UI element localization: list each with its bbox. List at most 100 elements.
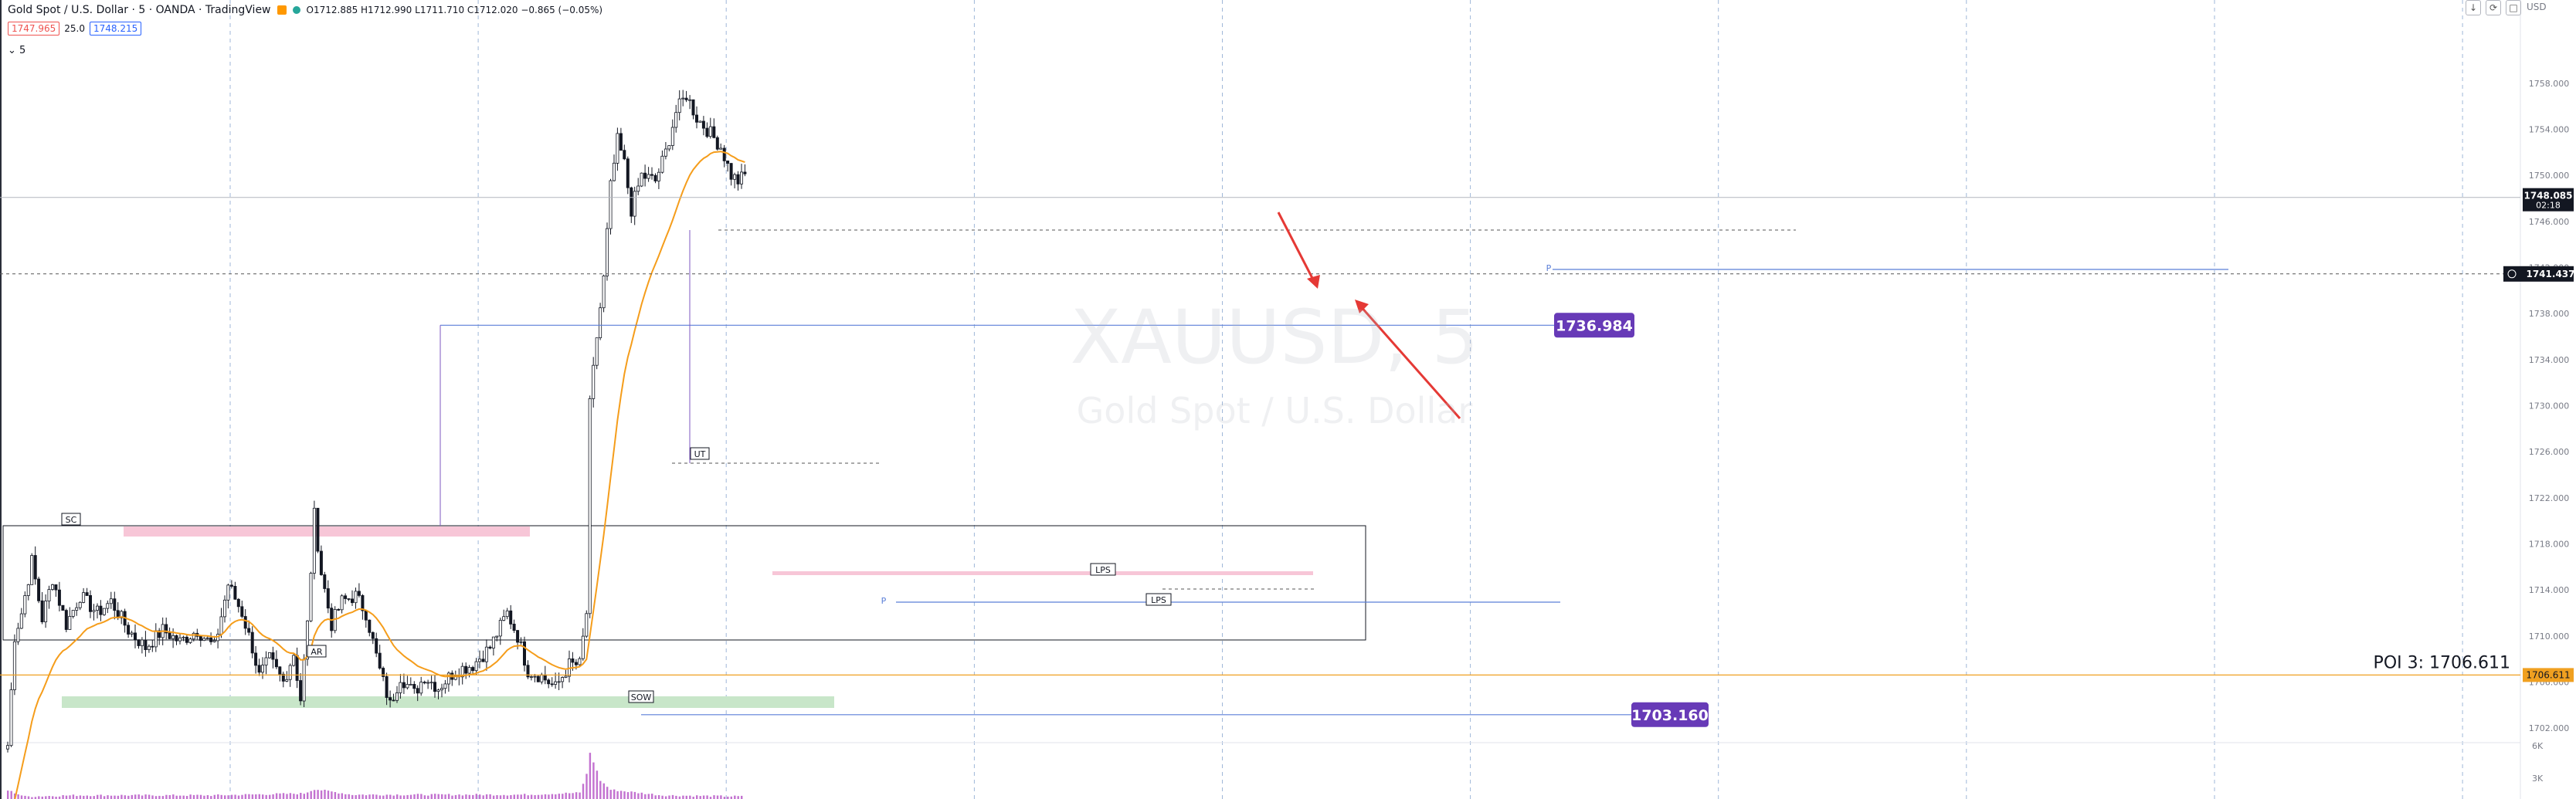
candle-body [267,652,271,658]
volume-bar [458,794,460,799]
candle-body [712,126,716,138]
volume-bar [461,795,464,799]
arrow-down-icon[interactable]: ↓ [2466,0,2481,15]
candle-body [12,641,16,690]
volume-bar [199,794,202,799]
candle-body [743,171,747,174]
candle [316,507,320,554]
candle [423,680,426,685]
volume-bar [606,787,609,799]
candle [340,594,344,614]
volume-bar [537,794,540,799]
maximize-icon[interactable]: □ [2506,0,2521,15]
candle [650,167,654,180]
volume-bar [262,794,264,799]
candle [64,608,68,632]
candle-body [561,677,565,682]
volume-bar [385,794,388,799]
volume-bar [185,796,188,799]
grid-lines [0,0,2521,799]
candle-body [382,668,385,677]
candle-body [347,598,351,600]
volume-bar [682,795,684,799]
last-price-bg [2523,188,2574,212]
candle-body [395,692,399,701]
candle [688,95,692,110]
candle-body [47,589,51,601]
volume-bar [251,794,254,799]
volume-bars [7,753,743,799]
last-price-text: 1748.085 [2523,191,2572,201]
volume-bar [313,790,316,799]
volume-bar [706,795,708,799]
drawings-layer: 1736.984 1703.160 POI 3: 1706.611 SC AR SOW UT… [0,197,2520,727]
candle [133,624,137,648]
candle [564,669,568,679]
volume-bar [389,794,392,799]
volume-bar [175,795,178,799]
volume-bar [544,794,547,799]
candle [478,650,482,669]
wyckoff-label-box [61,513,81,526]
wyckoff-label-text: P [881,596,887,606]
volume-bar [103,796,106,799]
candle-body [502,616,506,621]
volume-bar [413,794,416,799]
candle [484,639,488,671]
candle [78,601,82,611]
symbol-title[interactable]: Gold Spot / U.S. Dollar · 5 · OANDA · Tr… [8,4,271,16]
indicators-toggle[interactable]: ⌄ 5 [8,45,25,56]
candle [75,602,79,616]
candle [354,587,358,609]
candle-body [78,601,82,608]
level-badge-bg [1631,702,1709,727]
candle [299,673,303,706]
volume-bar [472,794,474,799]
candle [278,666,282,682]
candle-body [495,635,499,638]
candle [140,637,144,654]
volume-bar [255,794,257,799]
candle-body [16,628,20,642]
candle-body [484,646,488,662]
wyckoff-label: LPS [1145,593,1172,606]
candle [147,644,151,653]
candle [378,645,382,670]
volume-bar [41,796,43,799]
candle [47,585,51,609]
candle-body [684,97,688,100]
candle [99,600,103,621]
candle [202,636,206,642]
candle-body [595,337,599,366]
candle [382,666,385,682]
volume-bar [589,753,592,799]
candle-body [619,133,623,151]
candle [443,679,447,694]
candle [9,682,13,747]
candle-body [623,150,626,160]
candle-body [229,584,233,587]
volume-bar [689,795,691,799]
candle-body [312,507,316,574]
buy-button[interactable]: 1748.215 [89,22,142,36]
candle [260,657,264,679]
candle-body [99,605,103,615]
volume-bar [154,796,158,799]
volume-bar [124,795,126,799]
ema-layer [14,151,745,799]
poi-price-bg [2523,668,2574,682]
sell-button[interactable]: 1747.965 [8,22,60,36]
candle-body [691,99,695,116]
restore-icon[interactable]: ⟳ [2486,0,2501,15]
poi-price-text: 1706.611 [2526,669,2570,680]
market-open-icon [292,6,300,14]
arrow-head [1307,275,1320,289]
price-tick-label: 1718.000 [2529,540,2570,550]
candle [229,580,233,589]
volume-bar [465,794,467,799]
candle [337,608,341,611]
volume-bar [272,794,274,799]
volume-bar [17,794,19,799]
volume-bar [423,795,426,799]
